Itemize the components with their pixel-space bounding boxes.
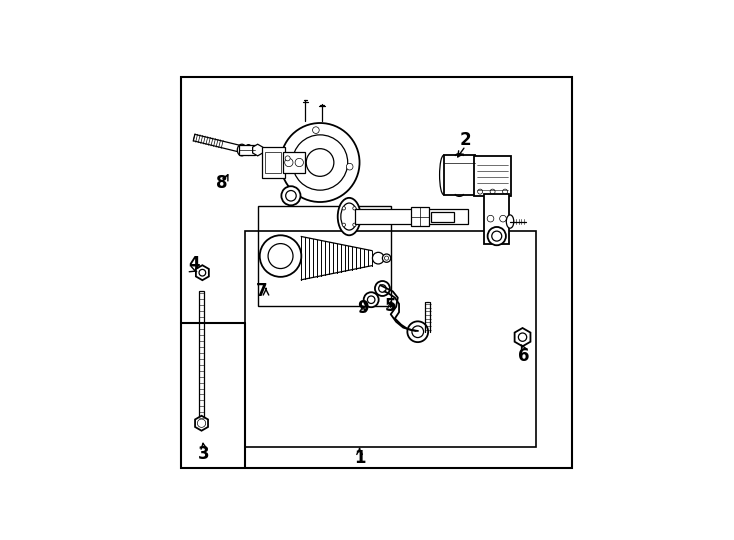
Bar: [431, 212, 454, 221]
Circle shape: [285, 158, 293, 167]
Circle shape: [368, 296, 375, 303]
Text: 9: 9: [357, 299, 368, 317]
Circle shape: [285, 156, 290, 161]
Circle shape: [353, 223, 356, 226]
Circle shape: [353, 207, 356, 210]
Circle shape: [306, 148, 334, 177]
Bar: [484, 194, 509, 244]
Text: 3: 3: [197, 444, 209, 463]
Circle shape: [382, 254, 390, 262]
Circle shape: [487, 215, 494, 222]
Ellipse shape: [470, 155, 479, 195]
Polygon shape: [252, 144, 263, 156]
Polygon shape: [195, 416, 208, 431]
Circle shape: [385, 256, 388, 260]
Circle shape: [313, 127, 319, 133]
Circle shape: [199, 269, 206, 276]
Ellipse shape: [506, 215, 514, 228]
Circle shape: [286, 191, 297, 201]
Ellipse shape: [341, 203, 357, 230]
Circle shape: [342, 223, 346, 226]
Circle shape: [478, 189, 483, 194]
Text: 8: 8: [216, 174, 228, 192]
Bar: [355, 208, 468, 225]
Circle shape: [518, 333, 527, 341]
Circle shape: [500, 215, 506, 222]
Bar: [262, 147, 285, 178]
Bar: [245, 231, 537, 447]
Text: 5: 5: [385, 297, 396, 315]
Circle shape: [197, 419, 206, 427]
Circle shape: [375, 281, 390, 296]
Circle shape: [260, 235, 302, 277]
Bar: [258, 206, 390, 306]
Text: 2: 2: [459, 131, 471, 149]
Circle shape: [364, 292, 379, 307]
Circle shape: [292, 135, 348, 190]
Circle shape: [490, 189, 495, 194]
Circle shape: [295, 158, 303, 167]
Text: 6: 6: [518, 347, 529, 365]
Bar: [411, 207, 429, 226]
Text: 7: 7: [256, 282, 268, 300]
Circle shape: [342, 207, 346, 210]
Circle shape: [281, 186, 300, 205]
Ellipse shape: [440, 155, 448, 195]
Circle shape: [280, 123, 360, 202]
Bar: [239, 145, 255, 156]
Bar: [283, 152, 305, 173]
Circle shape: [412, 326, 424, 338]
Circle shape: [379, 285, 386, 292]
Ellipse shape: [338, 198, 360, 235]
Bar: [265, 152, 281, 173]
Circle shape: [268, 244, 293, 268]
Circle shape: [503, 189, 508, 194]
Polygon shape: [196, 265, 209, 280]
Circle shape: [487, 227, 506, 245]
Polygon shape: [515, 328, 531, 346]
Circle shape: [346, 163, 353, 170]
Text: 4: 4: [188, 255, 200, 273]
Bar: [444, 155, 475, 195]
Circle shape: [407, 321, 428, 342]
Text: 1: 1: [354, 449, 366, 467]
Ellipse shape: [237, 144, 247, 156]
Circle shape: [492, 231, 502, 241]
Ellipse shape: [244, 145, 252, 156]
Bar: [200, 292, 203, 420]
Circle shape: [372, 252, 384, 264]
Polygon shape: [193, 134, 246, 153]
Bar: [474, 156, 512, 196]
